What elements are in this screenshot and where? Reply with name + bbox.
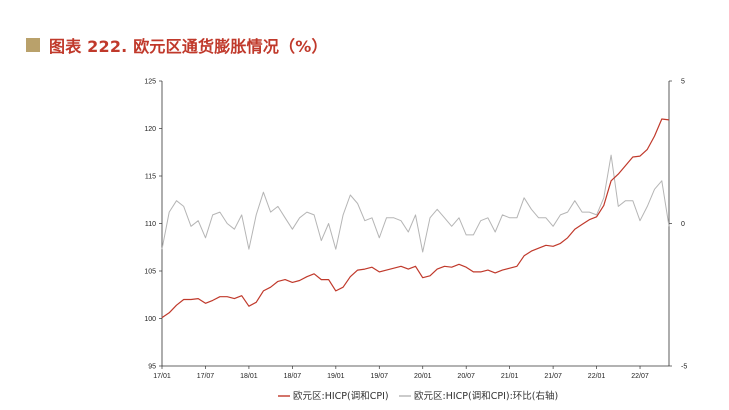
x-tick-label: 18/07	[284, 373, 302, 380]
x-tick-label: 18/01	[240, 373, 258, 380]
left-tick-label: 95	[148, 364, 156, 371]
chart-header: 图表 222. 欧元区通货膨胀情况（%）	[26, 34, 328, 56]
left-tick-label: 125	[144, 79, 156, 86]
series-line-hicp-mom	[161, 154, 670, 253]
right-tick-label: 5	[681, 79, 685, 86]
right-tick-label: 0	[681, 221, 685, 228]
x-tick-label: 17/01	[153, 373, 171, 380]
left-tick-label: 115	[145, 174, 156, 181]
legend-item-hicp-mom-label: 欧元区:HICP(调和CPI):环比(右轴)	[414, 390, 558, 402]
x-tick-label: 21/07	[544, 373, 562, 380]
left-tick-label: 100	[144, 316, 156, 323]
right-tick-label: -5	[681, 364, 687, 371]
left-tick-label: 120	[144, 126, 156, 133]
x-tick-label: 19/01	[327, 373, 345, 380]
x-tick-label: 22/01	[588, 373, 606, 380]
series-line-hicp	[161, 118, 670, 319]
accent-square	[26, 38, 40, 52]
x-tick-label: 19/07	[371, 373, 389, 380]
left-tick-label: 105	[144, 269, 156, 276]
x-tick-label: 22/07	[631, 373, 649, 380]
x-tick-label: 17/07	[197, 373, 215, 380]
legend-item-hicp-label: 欧元区:HICP(调和CPI)	[293, 390, 389, 402]
x-tick-label: 20/07	[457, 373, 475, 380]
x-tick-label: 20/01	[414, 373, 432, 380]
x-tick-label: 21/01	[501, 373, 519, 380]
left-tick-label: 110	[145, 221, 156, 228]
chart-title: 图表 222. 欧元区通货膨胀情况（%）	[49, 37, 328, 56]
